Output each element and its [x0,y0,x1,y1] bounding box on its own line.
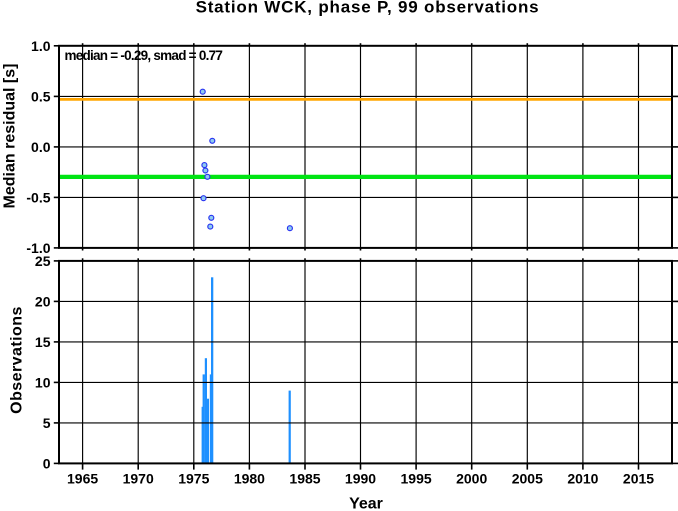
svg-text:2015: 2015 [623,471,654,487]
svg-text:Year: Year [349,496,383,511]
svg-text:10: 10 [35,374,51,390]
svg-text:0.5: 0.5 [31,88,51,104]
svg-text:1985: 1985 [289,471,320,487]
svg-text:2000: 2000 [456,471,487,487]
svg-text:25: 25 [35,253,51,269]
svg-text:-1.0: -1.0 [26,240,50,256]
svg-text:1975: 1975 [178,471,209,487]
svg-text:Median residual [s]: Median residual [s] [2,64,19,209]
svg-text:20: 20 [35,293,51,309]
svg-text:1965: 1965 [67,471,98,487]
svg-text:1.0: 1.0 [31,38,51,54]
svg-text:15: 15 [35,334,51,350]
svg-text:1995: 1995 [401,471,432,487]
svg-text:1980: 1980 [234,471,265,487]
svg-text:1990: 1990 [345,471,376,487]
svg-text:0: 0 [43,455,51,471]
svg-text:median = -0.29, smad = 0.77: median = -0.29, smad = 0.77 [65,48,223,63]
svg-text:1970: 1970 [123,471,154,487]
svg-text:2005: 2005 [512,471,543,487]
svg-text:0.0: 0.0 [31,139,51,155]
svg-text:2010: 2010 [567,471,598,487]
svg-text:Station WCK, phase P, 99 obser: Station WCK, phase P, 99 observations [196,0,540,17]
svg-text:-0.5: -0.5 [26,189,50,205]
svg-text:5: 5 [43,415,51,431]
svg-text:Observations: Observations [9,306,26,414]
